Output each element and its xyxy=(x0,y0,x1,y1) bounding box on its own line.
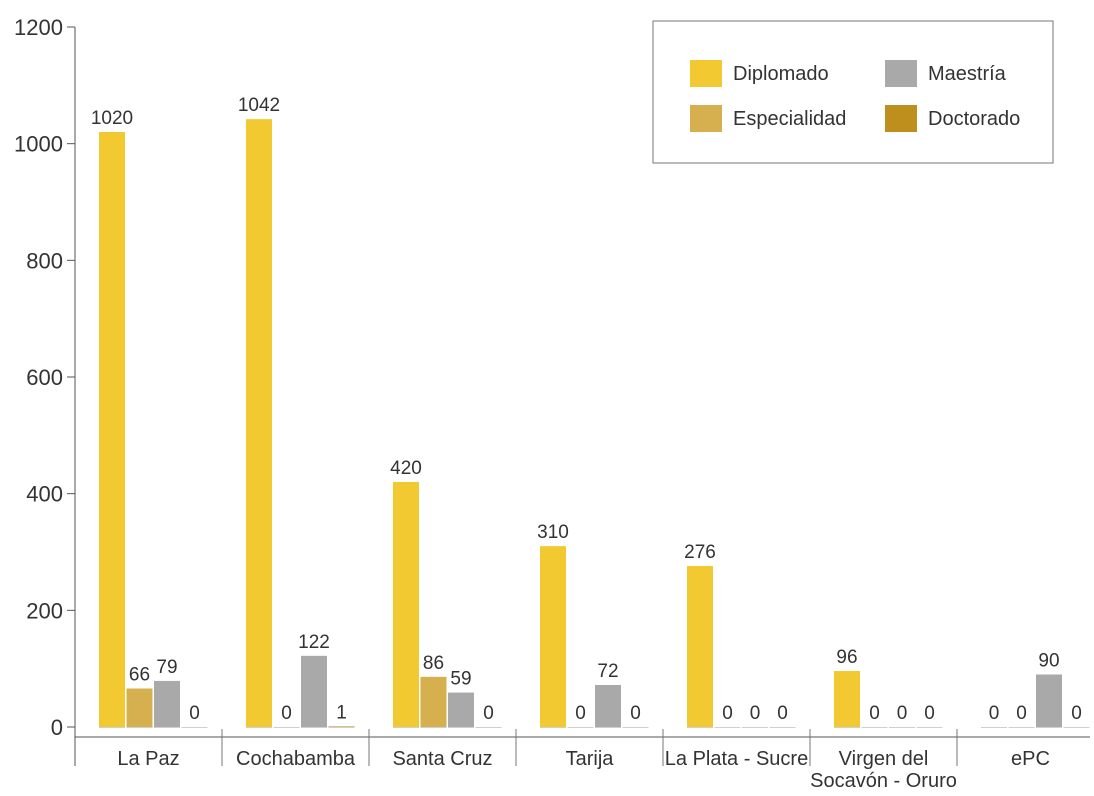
bar-doctorado xyxy=(328,726,355,727)
bar-maestria xyxy=(595,685,621,727)
y-tick-label: 0 xyxy=(51,715,63,740)
data-label: 79 xyxy=(156,657,177,678)
legend-swatch xyxy=(885,60,917,87)
data-label: 0 xyxy=(483,703,494,724)
y-tick-label: 600 xyxy=(26,365,63,390)
bar-especialidad xyxy=(126,688,153,727)
bar-maestria xyxy=(154,680,180,727)
y-tick-label: 800 xyxy=(26,248,63,273)
data-label: 86 xyxy=(423,653,444,674)
data-label: 310 xyxy=(537,522,569,543)
data-label: 0 xyxy=(777,703,788,724)
legend-label: Especialidad xyxy=(733,108,846,130)
x-category-label: ePC xyxy=(1011,748,1050,770)
data-label: 96 xyxy=(836,647,857,668)
data-label: 66 xyxy=(129,665,150,686)
legend-label: Maestría xyxy=(928,63,1007,85)
data-label: 0 xyxy=(750,703,761,724)
legend-swatch xyxy=(690,60,722,87)
bar-diplomado xyxy=(687,566,713,727)
legend-box xyxy=(652,20,1054,164)
bar-diplomado xyxy=(393,482,419,727)
legend: Diplomado Maestría Especialidad Doctorado xyxy=(652,20,1054,164)
bar-diplomado xyxy=(99,132,125,727)
data-label: 1042 xyxy=(238,95,280,116)
x-axis: La Paz Cochabamba Santa Cruz Tarija La Plata… xyxy=(75,729,1090,792)
data-label: 276 xyxy=(684,542,716,563)
y-axis: 0 200 400 600 800 1000 1200 xyxy=(14,15,76,766)
x-category-label: La Paz xyxy=(117,748,179,770)
y-tick-label: 200 xyxy=(26,598,63,623)
bars xyxy=(99,119,1090,728)
x-category-label: Tarija xyxy=(566,748,615,770)
data-label: 0 xyxy=(722,703,733,724)
data-label: 0 xyxy=(924,703,935,724)
data-label: 0 xyxy=(575,703,586,724)
data-label: 0 xyxy=(630,703,641,724)
x-category-label: Socavón - Oruro xyxy=(810,770,957,792)
y-tick-label: 1200 xyxy=(14,15,63,40)
bar-diplomado xyxy=(246,119,272,727)
data-label: 0 xyxy=(1016,703,1027,724)
legend-swatch xyxy=(690,105,722,132)
legend-label: Doctorado xyxy=(928,108,1020,130)
data-label: 59 xyxy=(450,669,471,690)
data-label: 1020 xyxy=(91,108,133,129)
data-label: 0 xyxy=(1071,703,1082,724)
y-tick-label: 1000 xyxy=(14,132,63,157)
data-label: 0 xyxy=(989,703,1000,724)
data-label: 0 xyxy=(281,703,292,724)
data-label: 90 xyxy=(1038,651,1059,672)
bar-diplomado xyxy=(834,671,860,727)
bar-maestria xyxy=(1036,674,1062,727)
legend-swatch xyxy=(885,105,917,132)
bar-diplomado xyxy=(540,546,566,727)
bar-maestria xyxy=(448,692,474,727)
x-category-label: La Plata - Sucre xyxy=(665,748,808,770)
y-tick-label: 400 xyxy=(26,482,63,507)
legend-label: Diplomado xyxy=(733,63,829,85)
data-label: 122 xyxy=(298,632,330,653)
data-label: 0 xyxy=(897,703,908,724)
bar-maestria xyxy=(301,655,327,727)
data-label: 72 xyxy=(597,661,618,682)
data-label: 1 xyxy=(336,702,347,723)
bar-especialidad xyxy=(420,676,447,727)
data-label: 420 xyxy=(390,458,422,479)
x-category-label: Cochabamba xyxy=(236,748,356,770)
data-label: 0 xyxy=(869,703,880,724)
x-category-label: Virgen del xyxy=(839,748,929,770)
x-category-label: Santa Cruz xyxy=(392,748,492,770)
data-label: 0 xyxy=(189,703,200,724)
